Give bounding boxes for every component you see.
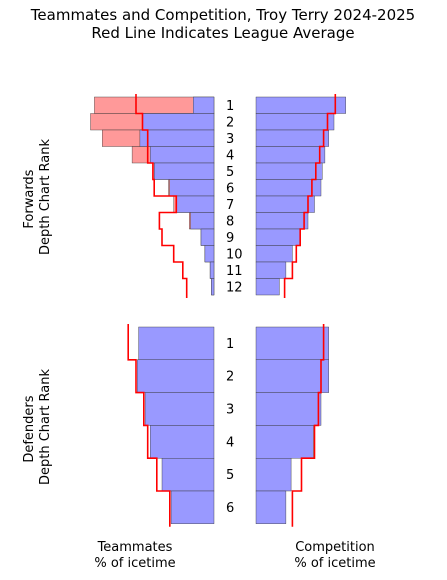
teammates-defenders-bar-2 (137, 359, 215, 393)
defenders-label: Defenders (22, 395, 37, 462)
teammates-defenders-rank-label-2: 2 (226, 370, 234, 385)
teammates-forwards-bar-10 (204, 245, 215, 263)
teammates-defenders-panel: 1 2 3 4 5 6 (127, 324, 234, 527)
competition-xlabel-unit: % of icetime (294, 556, 375, 571)
competition-defenders-bar-5 (255, 458, 292, 492)
teammates-forwards-rank-label-1: 1 (226, 99, 234, 114)
chart-subtitle: Red Line Indicates League Average (91, 24, 354, 42)
teammates-forwards-bar-4 (150, 146, 215, 164)
teammates-defenders-bar-4 (150, 425, 215, 459)
teammates-forwards-rank-label-10: 10 (226, 247, 243, 262)
chart-title: Teammates and Competition, Troy Terry 20… (30, 6, 415, 24)
teammates-defenders-bar-6 (170, 490, 215, 524)
teammates-forwards-rank-label-3: 3 (226, 132, 234, 147)
defenders-row-label: Defenders Depth Chart Rank (22, 369, 53, 486)
teammates-forwards-bar-5 (153, 162, 215, 180)
teammates-forwards-bar-6 (169, 179, 215, 197)
competition-forwards-bar-9 (255, 228, 301, 246)
defenders-depth-label: Depth Chart Rank (38, 369, 53, 486)
forwards-depth-label: Depth Chart Rank (38, 139, 53, 256)
competition-defenders-bar-4 (255, 425, 314, 459)
teammates-forwards-bar-9 (200, 228, 215, 246)
teammates-forwards-rank-label-9: 9 (226, 231, 234, 246)
teammates-defenders-rank-label-3: 3 (226, 403, 234, 418)
competition-defenders-league-average-line (291, 324, 325, 527)
teammates-defenders-league-average-line (127, 324, 171, 527)
teammates-forwards-rank-label-11: 11 (226, 264, 243, 279)
competition-xlabel: Competition (295, 540, 375, 555)
teammates-forwards-bar-11 (209, 261, 215, 279)
forwards-label: Forwards (22, 169, 37, 228)
teammates-xlabel: Teammates (97, 540, 173, 555)
teammates-defenders-bar-3 (144, 392, 215, 426)
competition-defenders-bar-3 (255, 392, 322, 426)
competition-defenders-bar-2 (255, 359, 330, 393)
teammates-forwards-bar-3 (139, 129, 215, 147)
teammates-forwards-bar-2 (142, 113, 215, 131)
competition-forwards-bar-2 (255, 113, 335, 131)
competition-forwards-panel (255, 94, 346, 298)
teammates-forwards-bar-8 (190, 212, 215, 230)
teammates-forwards-bar-1 (192, 96, 215, 114)
teammates-forwards-rank-label-6: 6 (226, 181, 234, 196)
competition-forwards-bar-12 (255, 278, 280, 296)
forwards-row-label: Forwards Depth Chart Rank (22, 139, 53, 256)
teammates-defenders-bar-5 (161, 458, 215, 492)
teammates-forwards-league-average-line (135, 94, 188, 298)
competition-forwards-bar-5 (255, 162, 323, 180)
competition-forwards-bar-11 (255, 261, 287, 279)
competition-forwards-bar-7 (255, 195, 315, 213)
competition-forwards-bar-4 (255, 146, 326, 164)
teammates-forwards-rank-label-7: 7 (226, 198, 234, 213)
teammates-defenders-rank-label-5: 5 (226, 468, 234, 483)
teammates-forwards-rank-label-2: 2 (226, 115, 234, 130)
competition-forwards-league-average-line (283, 94, 337, 298)
teammates-forwards-rank-label-8: 8 (226, 214, 234, 229)
competition-defenders-bar-1 (255, 326, 330, 360)
competition-forwards-bar-8 (255, 212, 309, 230)
teammates-forwards-rank-label-4: 4 (226, 148, 234, 163)
competition-forwards-bar-3 (255, 129, 330, 147)
competition-forwards-bar-1 (255, 96, 346, 114)
teammates-defenders-rank-label-4: 4 (226, 435, 234, 450)
competition-defenders-bar-6 (255, 490, 287, 524)
teammates-defenders-rank-label-1: 1 (226, 337, 234, 352)
teammates-xlabel-unit: % of icetime (94, 556, 175, 571)
teammates-defenders-rank-label-6: 6 (226, 501, 234, 516)
teammates-forwards-rank-label-5: 5 (226, 165, 234, 180)
teammates-defenders-bar-1 (138, 326, 215, 360)
teammates-forwards-bar-7 (176, 195, 215, 213)
teammates-forwards-rank-label-12: 12 (226, 280, 243, 295)
competition-defenders-panel (255, 324, 330, 527)
competition-forwards-bar-10 (255, 245, 293, 263)
teammates-forwards-bar-12 (211, 278, 215, 296)
